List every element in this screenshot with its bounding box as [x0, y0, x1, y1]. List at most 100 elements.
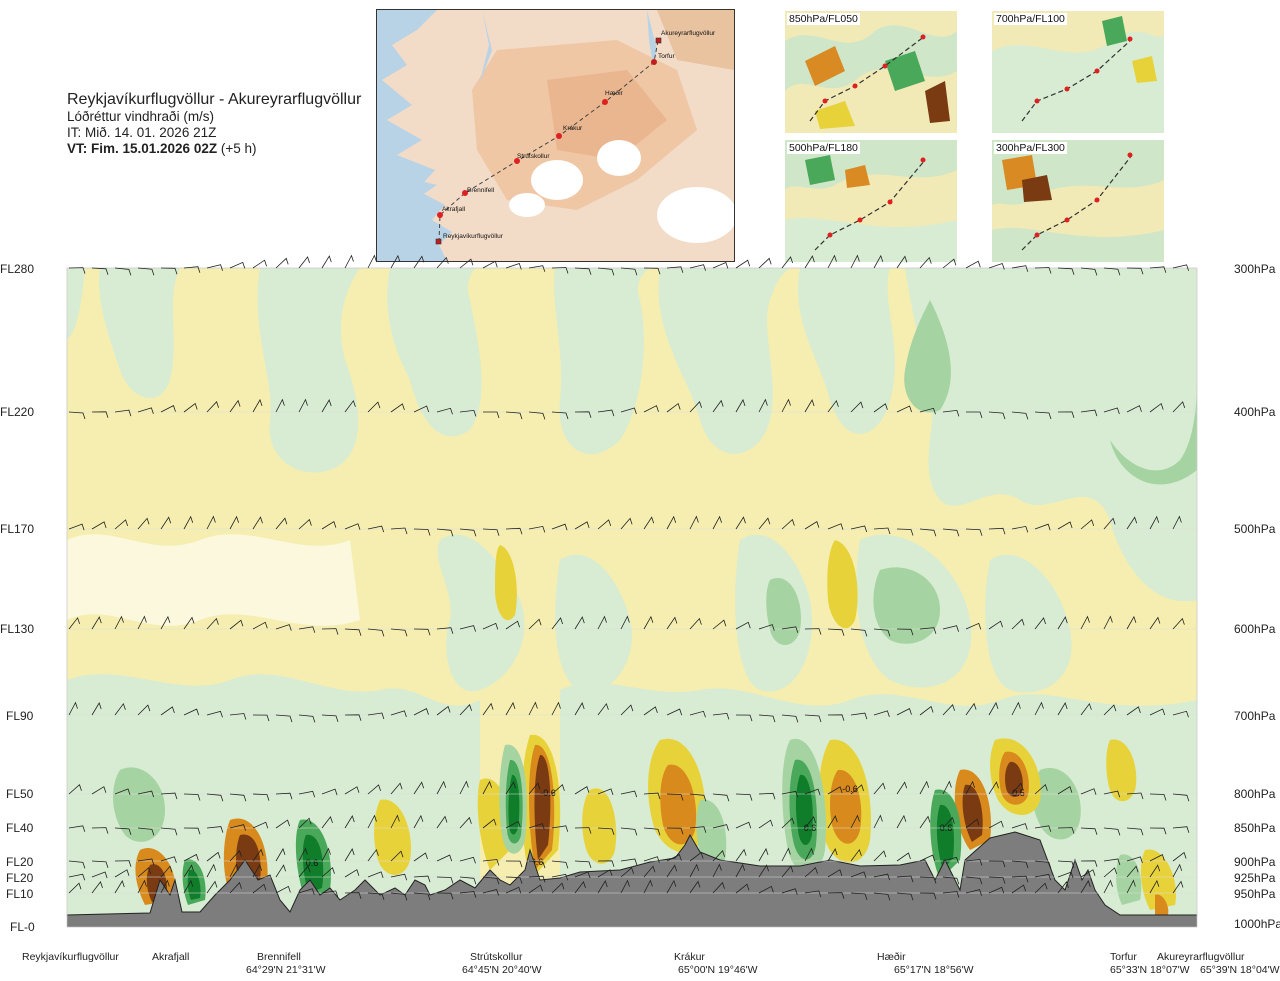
- wind-barb: [1172, 401, 1186, 413]
- wind-barb: [436, 892, 454, 900]
- hpa-label: 600hPa: [1234, 622, 1276, 636]
- wind-barb: [850, 628, 868, 637]
- wind-barb: [1080, 519, 1095, 530]
- wind-barb: [298, 817, 312, 829]
- wind-barb: [114, 788, 131, 796]
- wind-barb: [1057, 881, 1069, 894]
- wind-barb: [1011, 860, 1029, 869]
- wind-barb: [942, 258, 957, 269]
- wind-barb: [367, 892, 385, 901]
- thumbnail-300hpa[interactable]: 300hPa/FL300: [992, 140, 1164, 262]
- wind-barb: [620, 267, 638, 276]
- wind-barb: [137, 615, 147, 630]
- wind-barb: [344, 523, 361, 530]
- wind-barb: [1080, 267, 1098, 276]
- wind-barb: [91, 871, 108, 879]
- wind-barb: [597, 788, 614, 796]
- thumbnail-850hpa[interactable]: 850hPa/FL050: [785, 11, 957, 133]
- cross-section-plot: 0.6 -0.6 -0.6 0.6 0.6 0.6 -0.5 -0.6: [66, 254, 1198, 928]
- wind-barb: [436, 705, 451, 716]
- map-label-strutskollur: Strútskollur: [517, 153, 550, 160]
- coord-torfur: 65°33'N 18°07'W: [1110, 964, 1190, 976]
- wind-barb: [666, 864, 678, 878]
- wind-barb: [988, 527, 1006, 535]
- wind-barb: [689, 401, 702, 413]
- wind-barb: [160, 615, 171, 630]
- wind-barb: [137, 867, 151, 878]
- wind-barb: [137, 858, 155, 866]
- wind-barb: [1011, 782, 1024, 795]
- wind-barb: [275, 792, 293, 800]
- wind-barbs: [68, 254, 1190, 901]
- wind-barb: [965, 876, 983, 885]
- wind-barb: [1126, 615, 1137, 630]
- wind-barb: [666, 266, 684, 273]
- thumbnail-700hpa[interactable]: 700hPa/FL100: [992, 11, 1164, 133]
- wind-barb: [390, 873, 408, 881]
- wind-barb: [298, 888, 315, 895]
- wind-barb: [505, 820, 521, 829]
- wind-barb: [781, 518, 795, 530]
- thumbnail-500hpa[interactable]: 500hPa/FL180: [785, 140, 957, 262]
- wind-barb: [804, 255, 815, 269]
- thumbnail-850hpa-label: 850hPa/FL050: [787, 13, 860, 25]
- wind-barb: [275, 714, 293, 723]
- wind-barb: [574, 785, 590, 795]
- wind-barb: [574, 827, 592, 834]
- wind-barb: [804, 399, 815, 413]
- wind-barb: [1149, 266, 1167, 273]
- wind-barb: [183, 853, 199, 862]
- wind-barb: [551, 617, 563, 630]
- wind-barb: [229, 515, 239, 530]
- wind-barb: [1034, 617, 1046, 630]
- wind-barb: [229, 261, 246, 269]
- wind-barb: [873, 710, 890, 718]
- wind-barb: [965, 260, 981, 269]
- wind-barb: [183, 879, 194, 894]
- thumbnail-300hpa-map: [992, 140, 1164, 262]
- wind-barb: [988, 701, 999, 716]
- wind-barb: [160, 879, 170, 894]
- wind-barb: [735, 883, 750, 894]
- hpa-label: 950hPa: [1234, 887, 1276, 901]
- wind-barb: [1034, 523, 1051, 531]
- wind-barb: [1126, 879, 1136, 894]
- wind-barb: [229, 713, 247, 720]
- location-torfur: Torfur: [1110, 951, 1137, 963]
- wind-barb: [712, 515, 722, 530]
- wind-barb: [344, 254, 354, 269]
- wind-barb: [1149, 827, 1167, 835]
- fl-label: FL170: [0, 522, 35, 536]
- wind-barb: [666, 793, 684, 801]
- wind-barb: [160, 827, 178, 836]
- value-label: 0.6: [306, 858, 319, 868]
- wind-barb: [298, 398, 308, 413]
- wind-barb: [229, 863, 239, 878]
- hpa-label: 1000hPa: [1234, 917, 1280, 931]
- wind-barb: [873, 782, 886, 795]
- wind-barb: [528, 618, 542, 630]
- wind-barb: [965, 859, 983, 866]
- thumbnail-500hpa-label: 500hPa/FL180: [787, 142, 860, 154]
- wind-barb: [942, 409, 960, 417]
- wind-barb: [321, 866, 335, 878]
- wind-barb: [459, 816, 472, 829]
- wind-barb: [252, 883, 267, 894]
- wind-barb: [781, 256, 793, 269]
- wind-barb: [712, 824, 729, 831]
- wind-barb: [689, 826, 707, 833]
- wind-barb: [850, 712, 868, 720]
- wind-barb: [344, 869, 360, 878]
- wind-barb: [275, 624, 292, 631]
- thumbnail-300hpa-label: 300hPa/FL300: [994, 142, 1067, 154]
- wind-barb: [712, 619, 727, 630]
- wind-barb: [804, 788, 821, 796]
- wind-barb: [1080, 880, 1091, 894]
- wind-barb: [1172, 264, 1189, 271]
- wind-barb: [183, 793, 201, 801]
- wind-barb: [482, 622, 499, 630]
- location-akureyri: Akureyrarflugvöllur: [1157, 951, 1245, 963]
- wind-barb: [666, 515, 677, 530]
- wind-barb: [735, 863, 746, 878]
- wind-barb: [482, 528, 500, 536]
